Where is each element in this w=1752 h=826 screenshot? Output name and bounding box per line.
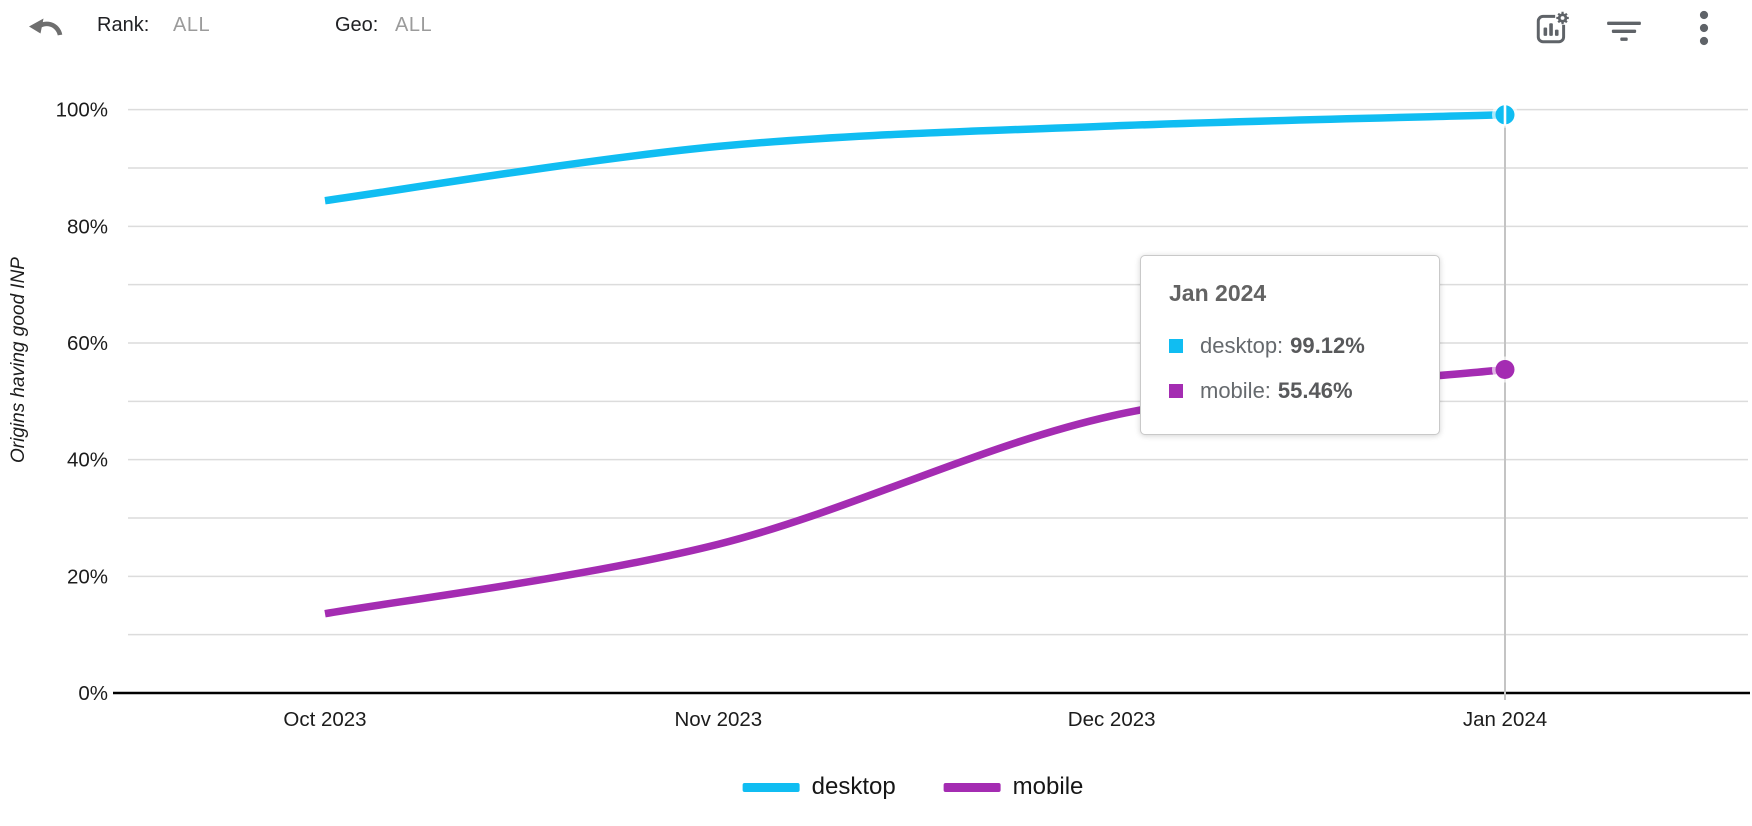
rank-filter-value[interactable]: ALL [173, 14, 211, 36]
legend-item-mobile[interactable]: mobile [943, 773, 1084, 801]
x-tick-label: Nov 2023 [674, 708, 762, 731]
more-options-button[interactable] [1682, 6, 1726, 50]
tooltip-desktop-value: 99.12% [1290, 333, 1365, 358]
undo-button[interactable] [20, 8, 70, 46]
desktop-line[interactable] [324, 111, 1506, 205]
mobile-line-swatch-icon [943, 782, 1001, 792]
chart-legend: desktop mobile [742, 773, 1084, 801]
chart-tooltip: Jan 2024 desktop: 99.12% mobile: 55.46% [1140, 255, 1440, 435]
filter-icon [1605, 9, 1643, 47]
geo-filter-label: Geo: [335, 14, 379, 36]
tooltip-row-mobile: mobile: 55.46% [1169, 378, 1411, 404]
x-tick-label: Jan 2024 [1463, 708, 1547, 731]
y-tick-label: 60% [67, 332, 108, 355]
undo-icon [26, 13, 64, 41]
x-tick-label: Dec 2023 [1068, 708, 1156, 731]
filter-button[interactable] [1602, 6, 1646, 50]
mobile-swatch-icon [1169, 384, 1183, 398]
desktop-swatch-icon [1169, 339, 1183, 353]
tooltip-mobile-label: mobile: [1200, 378, 1271, 403]
desktop-line-swatch-icon [742, 782, 800, 792]
y-tick-label: 80% [67, 215, 108, 238]
mobile-point-marker[interactable] [1495, 359, 1515, 379]
tooltip-row-desktop: desktop: 99.12% [1169, 333, 1411, 359]
tooltip-title: Jan 2024 [1169, 280, 1267, 306]
y-tick-label: 20% [67, 565, 108, 588]
y-axis-title: Origins having good INP [8, 257, 29, 463]
chart-settings-button[interactable] [1530, 6, 1574, 50]
y-tick-label: 0% [78, 682, 108, 705]
legend-mobile-label: mobile [1012, 773, 1084, 800]
tooltip-mobile-value: 55.46% [1277, 378, 1353, 403]
y-tick-label: 40% [67, 449, 108, 472]
legend-item-desktop[interactable]: desktop [742, 773, 896, 801]
kebab-menu-icon [1698, 9, 1710, 47]
chart-settings-icon [1533, 9, 1571, 47]
x-tick-label: Oct 2023 [283, 708, 366, 731]
geo-filter-value[interactable]: ALL [395, 14, 433, 36]
tooltip-desktop-label: desktop: [1200, 333, 1284, 358]
legend-desktop-label: desktop [811, 773, 896, 800]
rank-filter-label: Rank: [97, 14, 150, 36]
y-tick-label: 100% [56, 99, 108, 122]
